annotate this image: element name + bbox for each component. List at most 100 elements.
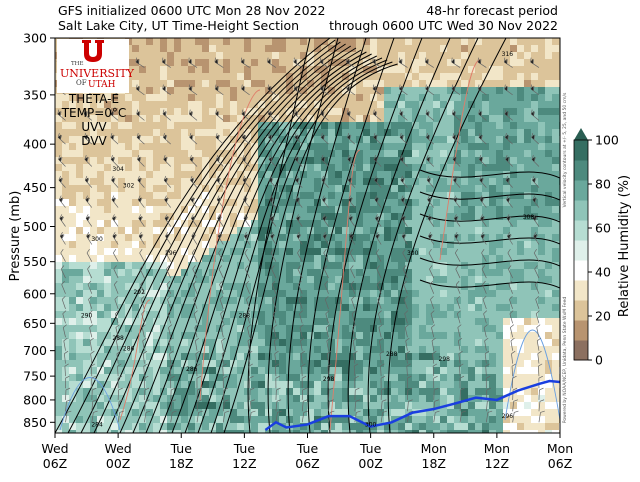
- rh-cell: [279, 269, 287, 277]
- rh-cell: [377, 185, 385, 193]
- rh-cell: [538, 94, 546, 102]
- rh-cell: [356, 255, 364, 263]
- rh-cell: [363, 367, 371, 375]
- wind-barb: [117, 375, 123, 389]
- rh-cell: [433, 416, 441, 424]
- wind-barb: [480, 214, 487, 227]
- wind-barb: [530, 84, 540, 96]
- rh-cell: [202, 234, 210, 242]
- rh-cell: [384, 255, 392, 263]
- rh-cell: [160, 311, 168, 319]
- rh-cell: [300, 129, 308, 137]
- rh-cell: [90, 150, 98, 158]
- rh-cell: [489, 52, 497, 60]
- rh-cell: [104, 192, 112, 200]
- rh-cell: [328, 318, 336, 326]
- rh-cell: [475, 255, 483, 263]
- wind-barb: [110, 109, 119, 121]
- rh-cell: [132, 297, 140, 305]
- rh-cell: [503, 73, 511, 81]
- y-tick-label: 600: [23, 286, 47, 301]
- rh-cell: [314, 325, 322, 333]
- rh-cell: [475, 423, 483, 431]
- rh-cell: [279, 52, 287, 60]
- rh-cell: [356, 360, 364, 368]
- rh-cell: [321, 311, 329, 319]
- rh-cell: [83, 290, 91, 298]
- rh-cell: [167, 311, 175, 319]
- y-tick-label: 400: [23, 137, 47, 152]
- university-of-utah-logo: THE UNIVERSITY OF UTAH: [57, 39, 135, 93]
- rh-cell: [433, 73, 441, 81]
- wind-barb: [190, 214, 198, 227]
- wind-barb: [402, 249, 408, 262]
- rh-cell: [447, 360, 455, 368]
- colorbar-segment: [574, 280, 588, 301]
- rh-cell: [111, 304, 119, 312]
- rh-cell: [496, 66, 504, 74]
- rh-cell: [153, 234, 161, 242]
- rh-cell: [146, 136, 154, 144]
- rh-cell: [181, 402, 189, 410]
- rh-cell: [230, 80, 238, 88]
- x-tick-day: Mon: [484, 441, 510, 456]
- rh-cell: [258, 339, 266, 347]
- rh-cell: [440, 136, 448, 144]
- rh-cell: [524, 45, 532, 53]
- rh-cell: [174, 206, 182, 214]
- rh-cell: [314, 108, 322, 116]
- rh-cell: [426, 45, 434, 53]
- rh-cell: [321, 367, 329, 375]
- rh-cell: [454, 304, 462, 312]
- rh-cell: [405, 304, 413, 312]
- rh-cell: [167, 87, 175, 95]
- rh-cell: [83, 283, 91, 291]
- wind-barb: [170, 387, 176, 400]
- rh-cell: [545, 101, 553, 109]
- rh-cell: [293, 269, 301, 277]
- rh-cell: [76, 402, 84, 410]
- rh-cell: [405, 164, 413, 172]
- wind-barb: [319, 57, 329, 68]
- rh-cell: [167, 374, 175, 382]
- rh-cell: [307, 213, 315, 221]
- rh-cell: [356, 38, 364, 46]
- rh-cell: [496, 122, 504, 130]
- rh-cell: [209, 297, 217, 305]
- rh-cell: [300, 66, 308, 74]
- rh-cell: [482, 143, 490, 151]
- rh-cell: [300, 395, 308, 403]
- wind-barb: [538, 387, 544, 400]
- rh-cell: [55, 388, 63, 396]
- theta-e-contour: [387, 38, 507, 433]
- rh-cell: [538, 311, 546, 319]
- rh-cell: [496, 402, 504, 410]
- rh-cell: [552, 164, 560, 172]
- rh-cell: [90, 325, 98, 333]
- rh-cell: [90, 402, 98, 410]
- rh-cell: [118, 143, 126, 151]
- wind-barb: [242, 175, 250, 188]
- rh-cell: [405, 283, 413, 291]
- wind-barb: [401, 232, 408, 245]
- rh-cell: [181, 234, 189, 242]
- rh-cell: [503, 94, 511, 102]
- rh-cell: [412, 157, 420, 165]
- rh-cell: [237, 416, 245, 424]
- rh-cell: [440, 360, 448, 368]
- rh-cell: [363, 87, 371, 95]
- rh-cell: [405, 122, 413, 130]
- rh-cell: [342, 143, 350, 151]
- rh-cell: [447, 227, 455, 235]
- rh-cell: [209, 52, 217, 60]
- rh-cell: [447, 178, 455, 186]
- rh-cell: [517, 45, 525, 53]
- theta-e-contour: [119, 47, 357, 433]
- rh-cell: [489, 87, 497, 95]
- rh-cell: [83, 339, 91, 347]
- rh-cell: [363, 360, 371, 368]
- rh-cell: [153, 255, 161, 263]
- rh-cell: [412, 80, 420, 88]
- wind-barb: [144, 410, 151, 423]
- rh-cell: [153, 206, 161, 214]
